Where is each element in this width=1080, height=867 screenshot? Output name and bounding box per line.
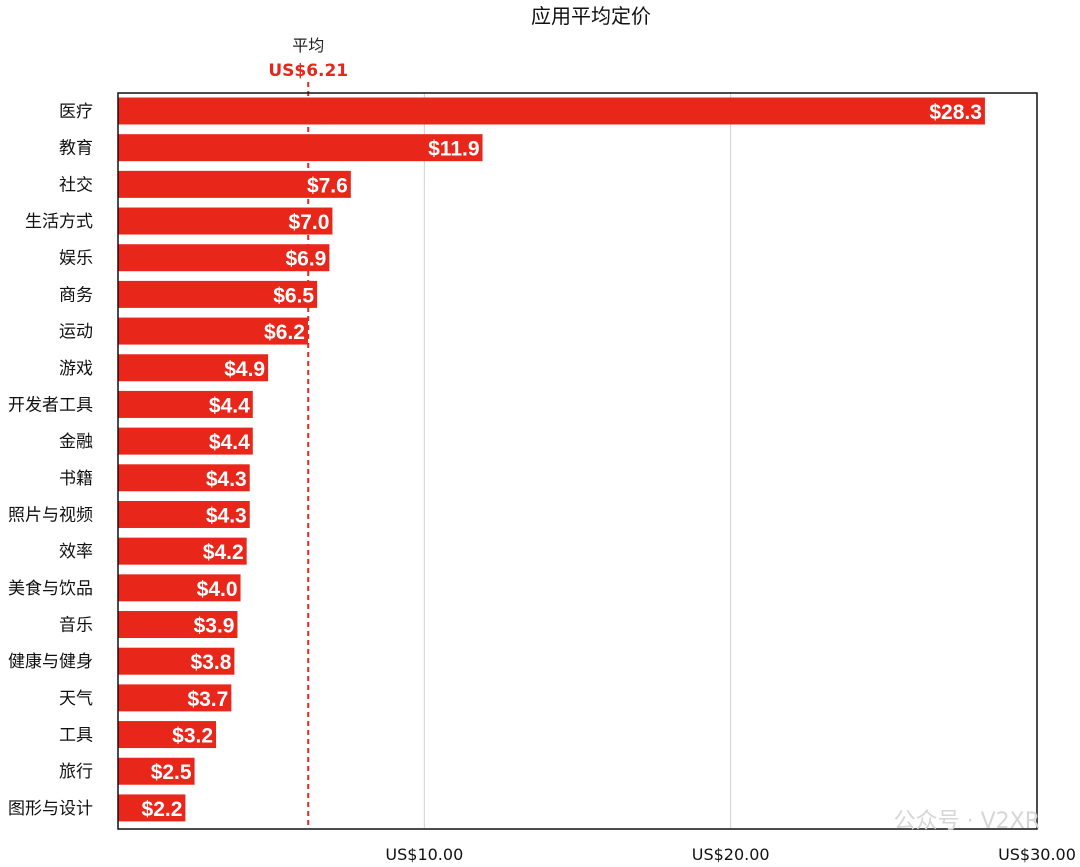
value-label: $3.8 xyxy=(191,651,232,674)
value-label: $3.2 xyxy=(172,725,213,748)
value-label: $11.9 xyxy=(428,138,479,161)
bar xyxy=(118,317,308,345)
bar xyxy=(118,280,318,308)
category-label: 开发者工具 xyxy=(8,395,93,415)
value-label: $4.4 xyxy=(209,394,250,417)
value-label: $2.2 xyxy=(142,798,183,821)
value-label: $2.5 xyxy=(151,761,192,784)
category-label: 社交 xyxy=(59,175,93,195)
category-label: 娱乐 xyxy=(59,249,93,269)
bar xyxy=(118,427,253,455)
value-label: $7.6 xyxy=(307,174,348,197)
value-labels: $28.3 $11.9 $7.6 $7.0 $6.9 $6.5 $6.2 $4.9 $4.4 $4… xyxy=(142,101,982,821)
category-labels: 医疗教育社交生活方式娱乐商务运动游戏开发者工具金融书籍照片与视频效率美食与饮品音… xyxy=(8,102,93,819)
chart-title: 应用平均定价 xyxy=(531,4,651,28)
category-label: 游戏 xyxy=(59,359,93,379)
bar xyxy=(118,757,195,785)
category-label: 照片与视频 xyxy=(8,505,93,525)
grid-lines xyxy=(423,93,732,829)
category-label: 音乐 xyxy=(59,616,93,636)
bar xyxy=(118,794,186,822)
value-label: $4.2 xyxy=(203,541,244,564)
x-tick-label: US$30.00 xyxy=(998,845,1076,864)
bar xyxy=(118,574,241,602)
bar xyxy=(118,721,217,749)
watermark: 公众号 · V2XR xyxy=(894,809,1040,834)
category-label: 商务 xyxy=(59,285,93,305)
value-label: $4.4 xyxy=(209,431,250,454)
value-label: $4.3 xyxy=(206,468,247,491)
value-label: $3.7 xyxy=(187,688,228,711)
bar xyxy=(118,390,253,418)
category-label: 医疗 xyxy=(59,102,93,122)
category-label: 效率 xyxy=(59,542,93,562)
value-label: $6.9 xyxy=(285,248,326,271)
bars xyxy=(118,97,985,822)
x-tick-labels: US$10.00 US$20.00 US$30.00 xyxy=(385,845,1076,864)
category-label: 天气 xyxy=(59,689,93,709)
x-tick-label: US$20.00 xyxy=(692,845,770,864)
category-label: 健康与健身 xyxy=(8,652,93,672)
bar xyxy=(118,647,235,675)
value-label: $4.3 xyxy=(206,504,247,527)
value-label: $4.0 xyxy=(197,578,238,601)
value-label: $7.0 xyxy=(289,211,330,234)
bar xyxy=(118,170,351,198)
bar xyxy=(118,500,250,528)
bar xyxy=(118,611,238,639)
bar xyxy=(118,97,985,125)
category-label: 生活方式 xyxy=(25,212,93,232)
bar xyxy=(118,354,269,382)
value-label: $28.3 xyxy=(929,101,982,124)
value-label: $4.9 xyxy=(224,358,265,381)
category-label: 旅行 xyxy=(59,762,93,782)
average-value-label: US$6.21 xyxy=(268,61,348,81)
category-label: 图形与设计 xyxy=(8,799,93,819)
category-label: 工具 xyxy=(59,726,93,746)
value-label: $3.9 xyxy=(194,615,235,638)
bar xyxy=(118,244,330,272)
bar xyxy=(118,207,333,235)
category-label: 金融 xyxy=(59,432,93,452)
average-label: 平均 xyxy=(292,36,324,55)
bar xyxy=(118,684,232,712)
category-label: 美食与饮品 xyxy=(8,579,93,599)
value-label: $6.2 xyxy=(264,321,305,344)
bar xyxy=(118,134,483,162)
bar xyxy=(118,537,247,565)
x-tick-label: US$10.00 xyxy=(385,845,463,864)
plot-frame xyxy=(117,92,1038,830)
category-label: 运动 xyxy=(59,322,93,342)
bar xyxy=(118,464,250,492)
category-label: 教育 xyxy=(59,139,93,159)
category-label: 书籍 xyxy=(59,469,93,489)
value-label: $6.5 xyxy=(273,284,314,307)
